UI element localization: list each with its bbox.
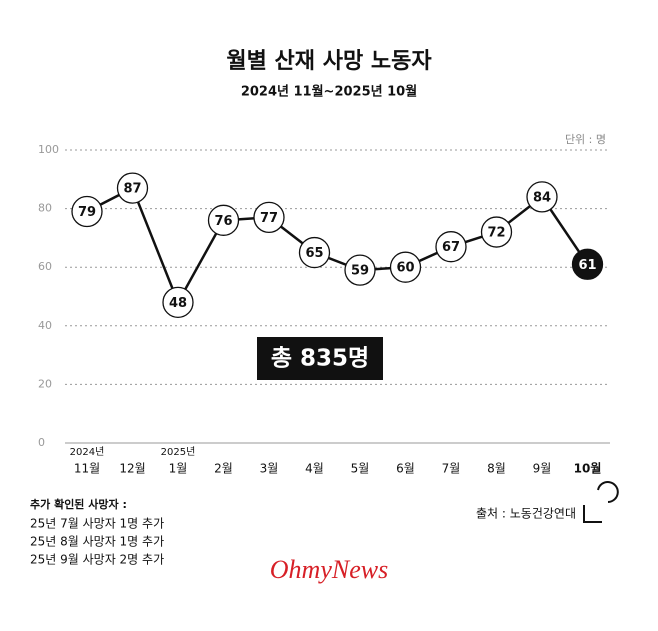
note-line: 25년 7월 사망자 1명 추가 [30, 517, 164, 531]
value-label: 61 [578, 258, 596, 273]
year-label: 2025년 [161, 446, 196, 458]
value-label: 60 [396, 261, 414, 276]
value-label: 84 [533, 190, 551, 205]
x-tick-label: 8월 [487, 462, 506, 476]
point [526, 181, 558, 213]
value-label: 76 [214, 214, 232, 229]
point [571, 248, 604, 280]
point [480, 216, 513, 248]
logo: OhmyNews [270, 555, 388, 584]
chart-subtitle: 2024년 11월~2025년 10월 [241, 84, 417, 100]
chart-title: 월별 산재 사망 노동자 [226, 49, 432, 74]
x-tick-label: 12월 [119, 462, 145, 476]
x-tick-label: 11월 [74, 462, 100, 476]
note-line: 25년 8월 사망자 1명 추가 [30, 535, 164, 549]
point [116, 172, 149, 204]
value-label: 87 [123, 182, 141, 197]
unit-label: 단위 : 명 [565, 133, 606, 146]
x-tick-label: 9월 [533, 462, 552, 476]
point [207, 204, 240, 236]
point [253, 201, 285, 234]
total-annotation: 총 835명 [271, 346, 369, 372]
value-label: 48 [169, 296, 187, 311]
point [435, 231, 467, 263]
value-label: 77 [260, 211, 278, 226]
value-label: 79 [78, 205, 96, 220]
value-label: 72 [487, 226, 505, 241]
y-tick-label: 40 [38, 319, 52, 332]
x-tick-label: 3월 [260, 462, 279, 476]
point [71, 195, 103, 228]
y-tick-label: 60 [38, 260, 52, 273]
year-label: 2024년 [70, 446, 105, 458]
value-label: 59 [351, 264, 369, 279]
value-label: 67 [442, 240, 460, 255]
notes-title: 추가 확인된 사망자 : [30, 497, 127, 511]
point [389, 251, 422, 283]
point [298, 236, 331, 269]
plot-area: 0 20 40 60 80 100 11월 2024년 12월 1월 2025년 2월 3월 4월 5월 6월… [38, 143, 610, 476]
y-tick-label: 0 [38, 436, 45, 449]
value-label: 65 [305, 246, 323, 261]
total-box [257, 337, 383, 380]
point [162, 286, 194, 319]
y-tick-label: 100 [38, 143, 59, 156]
source: 출처 : 노동건강연대 [476, 507, 576, 521]
y-tick-label: 80 [38, 202, 52, 215]
y-tick-label: 20 [38, 377, 52, 390]
x-tick-label: 7월 [442, 462, 461, 476]
x-tick-label: 2월 [214, 462, 233, 476]
x-tick-label: 1월 [169, 462, 188, 476]
brand-icon [583, 481, 619, 523]
point [344, 254, 376, 286]
x-tick-label: 4월 [305, 462, 324, 476]
x-tick-label: 6월 [396, 462, 415, 476]
note-line: 25년 9월 사망자 2명 추가 [30, 553, 164, 567]
x-tick-label: 10월 [574, 461, 602, 476]
x-tick-label: 5월 [351, 462, 370, 476]
